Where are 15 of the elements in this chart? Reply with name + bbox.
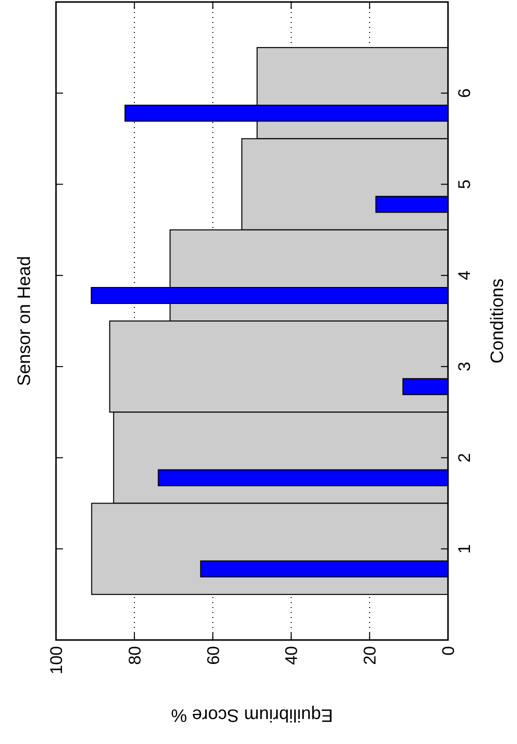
y-tick-label: 6	[455, 88, 474, 98]
y-tick-label: 3	[455, 362, 474, 372]
x-tick-label: 40	[282, 646, 302, 665]
x-tick-label: 80	[125, 646, 144, 665]
x-axis-title: Equilibrium Score %	[170, 706, 334, 726]
y-tick-label: 4	[455, 270, 474, 280]
x-tick-label: 20	[360, 646, 380, 665]
x-tick-label: 0	[438, 646, 458, 656]
y-tick-label: 5	[455, 180, 474, 190]
x-tick-label: 60	[204, 646, 223, 665]
y-tick-label: 1	[455, 544, 474, 554]
x-tick-label: 100	[46, 646, 66, 674]
y-axis-title: Conditions	[487, 278, 507, 364]
text: Sensor on Head	[14, 256, 34, 386]
y-tick-label: 2	[455, 452, 474, 462]
